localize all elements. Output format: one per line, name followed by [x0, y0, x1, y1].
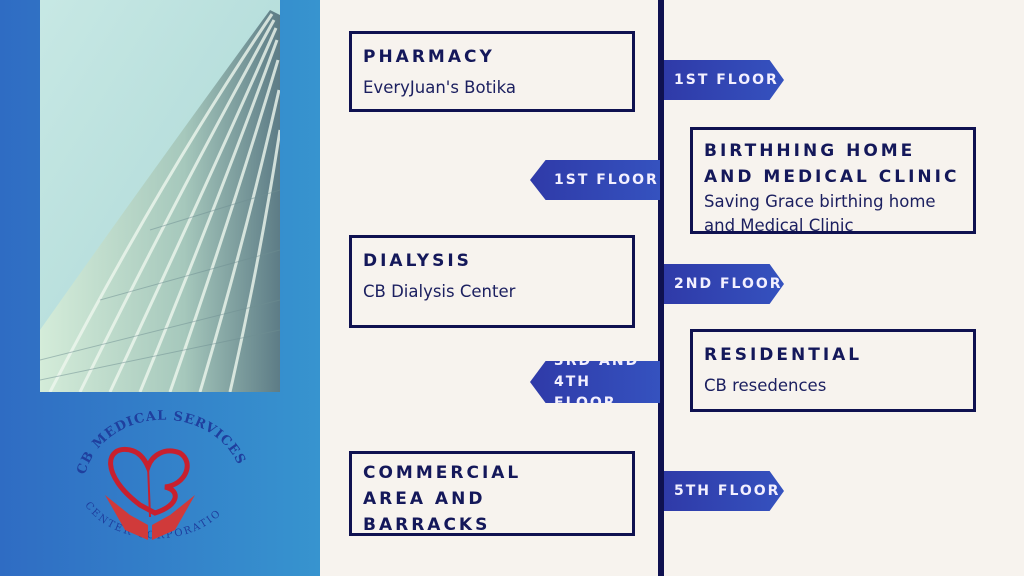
dialysis-box: DIALYSIS CB Dialysis Center — [349, 235, 635, 328]
floor-tag: 2ND FLOOR — [664, 264, 784, 304]
entry-title: PHARMACY — [363, 47, 495, 67]
floor-label: 1ST FLOOR — [674, 71, 779, 88]
entry-subtitle: CB resedences — [704, 376, 827, 395]
entry-title: BIRTHHING HOME AND MEDICAL CLINIC — [704, 141, 960, 187]
entry-title: DIALYSIS — [363, 251, 472, 271]
floor-tag: 5TH FLOOR — [664, 471, 784, 511]
floor-label: 2ND FLOOR — [674, 275, 783, 292]
entry-title: COMMERCIAL AREA AND BARRACKS — [363, 463, 522, 535]
left-panel: CB MEDICAL SERVICES CENTER CORPORATION — [0, 0, 320, 576]
cb-medical-logo: CB MEDICAL SERVICES CENTER CORPORATION — [65, 397, 260, 565]
floor-tag: 3RD AND 4TH FLOOR — [530, 361, 660, 403]
floor-tag: 1ST FLOOR — [530, 160, 660, 200]
residential-box: RESIDENTIAL CB resedences — [690, 329, 976, 412]
floor-tag: 1ST FLOOR — [664, 60, 784, 100]
entry-title: RESIDENTIAL — [704, 345, 863, 365]
entry-subtitle: Saving Grace birthing home and Medical C… — [704, 192, 936, 235]
floor-label: 3RD AND 4TH FLOOR — [554, 352, 640, 411]
entry-subtitle: CB Dialysis Center — [363, 282, 516, 301]
floor-label: 5TH FLOOR — [674, 482, 781, 499]
birthing-home-box: BIRTHHING HOME AND MEDICAL CLINIC Saving… — [690, 127, 976, 235]
entry-subtitle: EveryJuan's Botika — [363, 78, 517, 97]
building-photo — [40, 0, 280, 392]
svg-text:CB MEDICAL SERVICES: CB MEDICAL SERVICES — [74, 409, 248, 477]
commercial-box: COMMERCIAL AREA AND BARRACKS — [349, 451, 635, 536]
floor-label: 1ST FLOOR — [554, 171, 659, 188]
timeline-line — [658, 0, 664, 576]
pharmacy-box: PHARMACY EveryJuan's Botika — [349, 31, 635, 112]
